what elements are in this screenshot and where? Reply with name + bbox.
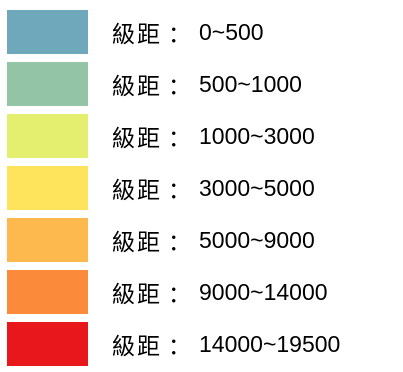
legend-label-prefix: 級距	[112, 282, 162, 308]
legend-label-prefix: 級距	[112, 22, 162, 48]
legend-item-4: 級距 ： 5000~9000	[7, 218, 403, 262]
legend-label-prefix: 級距	[112, 74, 162, 100]
legend-swatch	[7, 218, 88, 262]
legend-label-separator: ：	[168, 178, 191, 204]
legend-item-0: 級距 ： 0~500	[7, 10, 403, 54]
legend-label-prefix: 級距	[112, 334, 162, 360]
legend-item-2: 級距 ： 1000~3000	[7, 114, 403, 158]
legend-label: 級距 ： 5000~9000	[112, 223, 315, 257]
legend-swatch	[7, 166, 88, 210]
legend-item-1: 級距 ： 500~1000	[7, 62, 403, 106]
legend-label-prefix: 級距	[112, 230, 162, 256]
legend-swatch	[7, 62, 88, 106]
legend-range: 14000~19500	[199, 330, 341, 357]
legend-label-prefix: 級距	[112, 178, 162, 204]
legend-range: 5000~9000	[199, 226, 315, 253]
legend-label: 級距 ： 0~500	[112, 15, 264, 49]
legend-item-5: 級距 ： 9000~14000	[7, 270, 403, 314]
legend-label-separator: ：	[168, 334, 191, 360]
legend-label-prefix: 級距	[112, 126, 162, 152]
legend-label-separator: ：	[168, 126, 191, 152]
legend-swatch	[7, 10, 88, 54]
legend-range: 1000~3000	[199, 122, 315, 149]
legend-label-separator: ：	[168, 230, 191, 256]
legend-label: 級距 ： 14000~19500	[112, 327, 340, 361]
legend-label-separator: ：	[168, 22, 191, 48]
legend-item-3: 級距 ： 3000~5000	[7, 166, 403, 210]
legend-swatch	[7, 114, 88, 158]
legend-range: 9000~14000	[199, 278, 328, 305]
legend-label: 級距 ： 9000~14000	[112, 275, 328, 309]
legend-label: 級距 ： 3000~5000	[112, 171, 315, 205]
legend-range: 3000~5000	[199, 174, 315, 201]
legend-label-separator: ：	[168, 74, 191, 100]
legend-label: 級距 ： 500~1000	[112, 67, 302, 101]
map-legend: 級距 ： 0~500 級距 ： 500~1000 級距 ： 1000~3000 …	[7, 0, 403, 372]
legend-item-6: 級距 ： 14000~19500	[7, 322, 403, 366]
legend-range: 500~1000	[199, 70, 302, 97]
legend-range: 0~500	[199, 18, 264, 45]
legend-label-separator: ：	[168, 282, 191, 308]
legend-swatch	[7, 322, 88, 366]
legend-label: 級距 ： 1000~3000	[112, 119, 315, 153]
legend-swatch	[7, 270, 88, 314]
